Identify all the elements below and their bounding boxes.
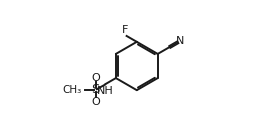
Text: S: S [91, 83, 100, 96]
Text: CH₃: CH₃ [63, 85, 82, 95]
Text: NH: NH [97, 86, 114, 96]
Text: O: O [91, 73, 100, 83]
Text: O: O [91, 97, 100, 107]
Text: N: N [176, 36, 185, 46]
Text: F: F [122, 25, 128, 35]
